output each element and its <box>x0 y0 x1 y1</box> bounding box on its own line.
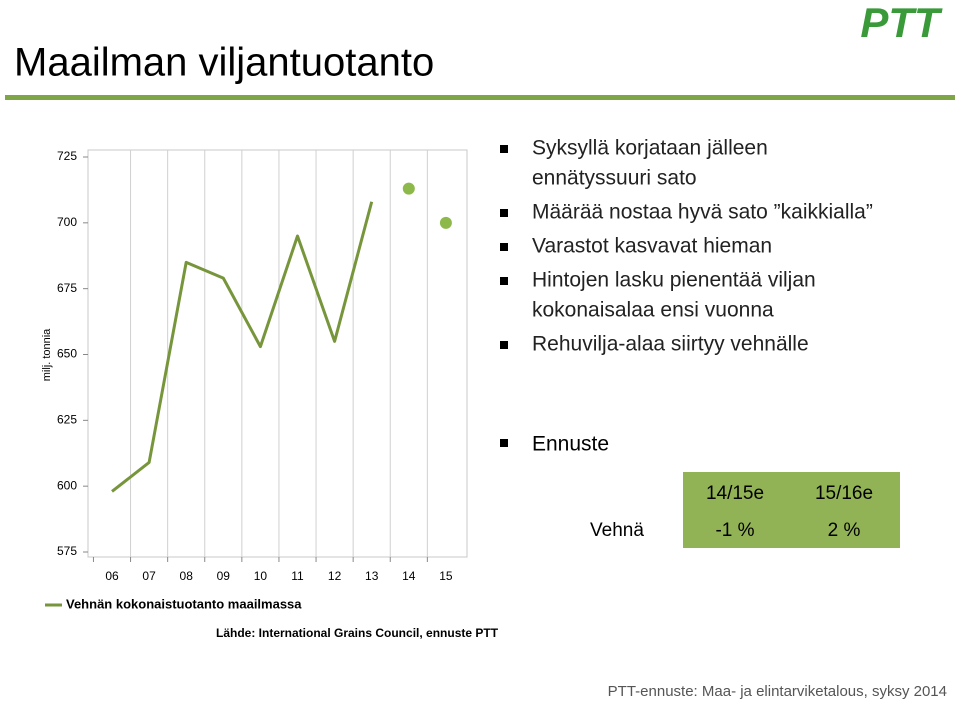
slide-title: Maailman viljantuotanto <box>14 41 434 85</box>
table-cell: -1 % <box>715 520 754 541</box>
table-box <box>683 472 900 548</box>
bullet-marker <box>500 277 508 285</box>
bullet-marker <box>500 145 508 153</box>
x-tick-label: 09 <box>217 569 231 583</box>
forecast-point <box>402 182 415 195</box>
y-axis-label: milj. tonnia <box>41 328 53 381</box>
logo: PTT <box>860 0 943 46</box>
x-tick-label: 14 <box>402 569 416 583</box>
x-tick-label: 06 <box>105 569 119 583</box>
x-tick-label: 10 <box>254 569 268 583</box>
bullet-text: Määrää nostaa hyvä sato ”kaikkialla” <box>532 201 873 224</box>
table-cell: 2 % <box>828 520 861 541</box>
bullet-marker <box>500 209 508 217</box>
data-line <box>111 201 374 493</box>
x-tick-label: 12 <box>328 569 342 583</box>
bullet-marker <box>500 341 508 349</box>
table-header: 15/16e <box>815 483 873 504</box>
source: Lähde: International Grains Council, enn… <box>216 626 499 640</box>
y-tick-label: 625 <box>57 413 77 427</box>
bullet-text: ennätyssuuri sato <box>532 167 697 190</box>
footer: PTT-ennuste: Maa- ja elintarviketalous, … <box>608 683 947 700</box>
bullet-marker <box>500 243 508 251</box>
legend-label: Vehnän kokonaistuotanto maailmassa <box>66 596 302 611</box>
y-tick-label: 600 <box>57 478 77 492</box>
bullet-marker <box>500 439 508 447</box>
forecast-heading: Ennuste <box>532 433 609 456</box>
x-tick-label: 15 <box>439 569 453 583</box>
bullet-text: Hintojen lasku pienentää viljan <box>532 269 816 292</box>
bullet-text: kokonaisalaa ensi vuonna <box>532 299 774 322</box>
y-tick-label: 650 <box>57 347 77 361</box>
x-tick-label: 07 <box>142 569 156 583</box>
x-tick-label: 13 <box>365 569 379 583</box>
y-tick-label: 575 <box>57 544 77 558</box>
y-tick-label: 725 <box>57 149 77 163</box>
title-rule <box>5 95 955 100</box>
bullet-text: Syksyllä korjataan jälleen <box>532 137 768 160</box>
forecast-point <box>439 216 452 229</box>
x-tick-label: 08 <box>180 569 194 583</box>
x-tick-label: 11 <box>291 569 304 583</box>
table-row-label: Vehnä <box>590 520 644 541</box>
bullet-text: Varastot kasvavat hieman <box>532 235 772 258</box>
table-header: 14/15e <box>706 483 764 504</box>
y-tick-label: 700 <box>57 215 77 229</box>
plot-frame <box>87 149 468 558</box>
bullet-text: Rehuvilja-alaa siirtyy vehnälle <box>532 333 809 356</box>
y-tick-label: 675 <box>57 281 77 295</box>
